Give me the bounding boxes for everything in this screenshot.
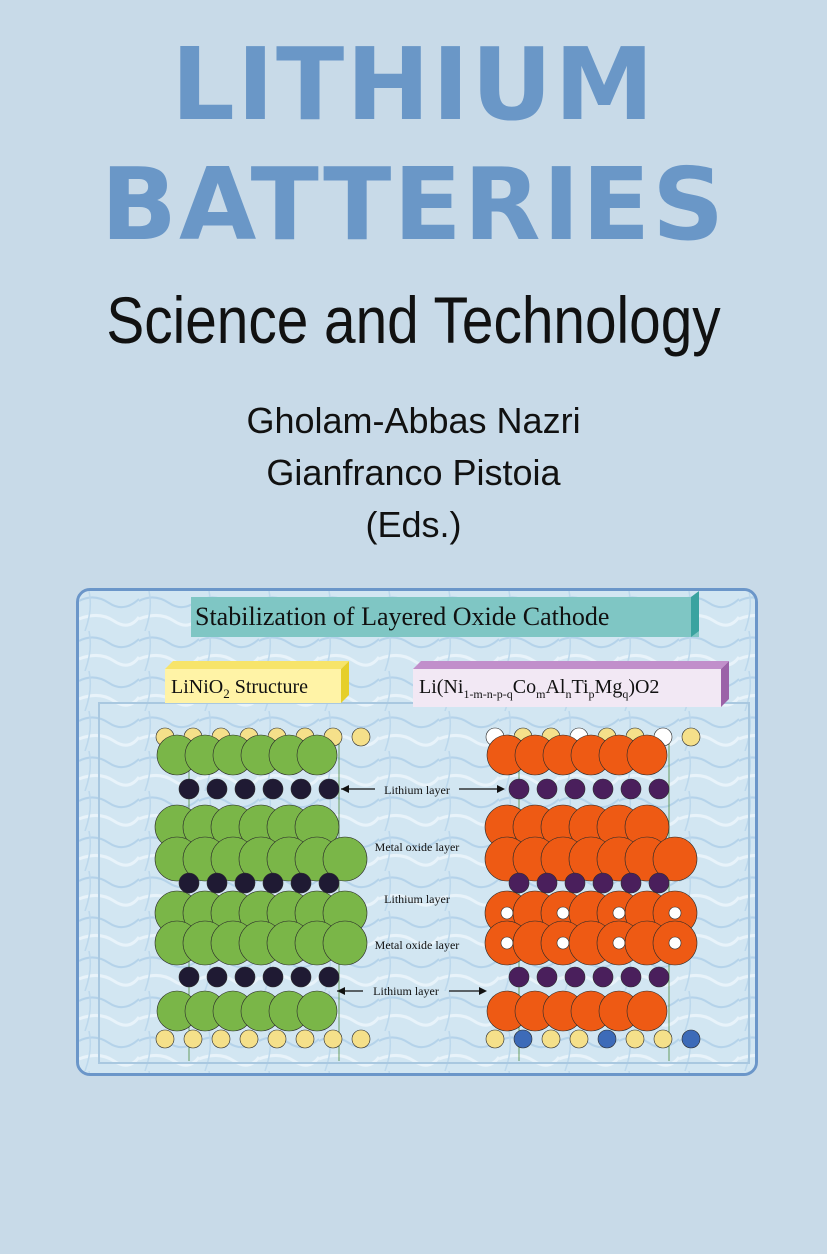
lithium-atom bbox=[648, 778, 670, 800]
layer-label-2: Metal oxide layer bbox=[375, 840, 460, 854]
lithium-atom bbox=[536, 778, 558, 800]
right-label-box: Li(Ni1-m-n-p-qComAlnTipMgq)O2 bbox=[413, 661, 729, 707]
dopant-site bbox=[500, 906, 514, 920]
dopant-site bbox=[668, 906, 682, 920]
oxygen-atom bbox=[351, 1029, 371, 1049]
lithium-atom bbox=[620, 966, 642, 988]
left-structure-label: LiNiO2 Structure bbox=[171, 676, 308, 701]
oxygen-atom bbox=[597, 1029, 617, 1049]
dopant-site bbox=[556, 906, 570, 920]
editor-name-1: Gholam-Abbas Nazri bbox=[246, 400, 581, 441]
title-line-1: LITHIUM bbox=[171, 26, 656, 143]
oxygen-atom bbox=[485, 1029, 505, 1049]
lithium-atom bbox=[592, 966, 614, 988]
lithium-atom bbox=[648, 872, 670, 894]
layer-label-1: Lithium layer bbox=[384, 783, 450, 797]
oxygen-atom bbox=[183, 1029, 203, 1049]
lithium-atom bbox=[564, 778, 586, 800]
left-crystal-structure bbox=[154, 727, 371, 1061]
lithium-atom bbox=[234, 872, 256, 894]
metal-oxide-atom bbox=[626, 734, 668, 776]
lithium-atom bbox=[290, 778, 312, 800]
cover-figure: Stabilization of Layered Oxide Cathode L… bbox=[76, 588, 758, 1076]
lithium-atom bbox=[262, 872, 284, 894]
lithium-atom bbox=[536, 872, 558, 894]
dopant-site bbox=[612, 906, 626, 920]
lithium-atom bbox=[234, 778, 256, 800]
metal-oxide-atom bbox=[626, 990, 668, 1032]
lithium-atom bbox=[508, 966, 530, 988]
metal-oxide-atom bbox=[322, 836, 368, 882]
layer-label-4: Metal oxide layer bbox=[375, 938, 460, 952]
lithium-atom bbox=[592, 872, 614, 894]
figure-canvas: Stabilization of Layered Oxide Cathode L… bbox=[79, 591, 755, 1073]
oxygen-atom bbox=[155, 1029, 175, 1049]
lithium-atom bbox=[318, 872, 340, 894]
figure-heading: Stabilization of Layered Oxide Cathode bbox=[195, 602, 609, 631]
right-crystal-structure bbox=[484, 727, 701, 1061]
lithium-atom bbox=[564, 872, 586, 894]
lithium-atom bbox=[206, 872, 228, 894]
lithium-atom bbox=[178, 966, 200, 988]
layer-labels: Lithium layer Metal oxide layer Lithium … bbox=[337, 783, 505, 998]
lithium-atom bbox=[648, 966, 670, 988]
oxygen-atom bbox=[681, 1029, 701, 1049]
figure-heading-box: Stabilization of Layered Oxide Cathode bbox=[191, 591, 699, 637]
lithium-atom bbox=[508, 778, 530, 800]
lithium-atom bbox=[178, 872, 200, 894]
metal-oxide-atom bbox=[652, 836, 698, 882]
subtitle: Science and Technology bbox=[106, 283, 721, 357]
lithium-atom bbox=[290, 872, 312, 894]
lithium-atom bbox=[262, 966, 284, 988]
lithium-atom bbox=[234, 966, 256, 988]
lithium-atom bbox=[318, 778, 340, 800]
left-label-box: LiNiO2 Structure bbox=[165, 661, 349, 703]
oxygen-atom bbox=[625, 1029, 645, 1049]
dopant-site bbox=[556, 936, 570, 950]
title-line-2: BATTERIES bbox=[100, 146, 727, 263]
lithium-atom bbox=[290, 966, 312, 988]
oxygen-atom bbox=[653, 1029, 673, 1049]
editors-note: (Eds.) bbox=[365, 504, 462, 545]
right-formula-label: Li(Ni1-m-n-p-qComAlnTipMgq)O2 bbox=[419, 676, 659, 701]
lithium-atom bbox=[318, 966, 340, 988]
layer-label-3: Lithium layer bbox=[384, 892, 450, 906]
oxygen-atom bbox=[681, 727, 701, 747]
dopant-site bbox=[500, 936, 514, 950]
layer-label-5: Lithium layer bbox=[373, 984, 439, 998]
oxygen-atom bbox=[569, 1029, 589, 1049]
lithium-atom bbox=[178, 778, 200, 800]
lithium-atom bbox=[206, 966, 228, 988]
oxygen-atom bbox=[267, 1029, 287, 1049]
dopant-site bbox=[612, 936, 626, 950]
metal-oxide-atom bbox=[322, 920, 368, 966]
lithium-atom bbox=[508, 872, 530, 894]
oxygen-atom bbox=[239, 1029, 259, 1049]
metal-oxide-atom bbox=[296, 734, 338, 776]
lithium-atom bbox=[620, 872, 642, 894]
dopant-site bbox=[668, 936, 682, 950]
lithium-atom bbox=[536, 966, 558, 988]
metal-oxide-atom bbox=[296, 990, 338, 1032]
oxygen-atom bbox=[351, 727, 371, 747]
lithium-atom bbox=[564, 966, 586, 988]
lithium-atom bbox=[592, 778, 614, 800]
lithium-atom bbox=[206, 778, 228, 800]
lithium-atom bbox=[262, 778, 284, 800]
oxygen-atom bbox=[513, 1029, 533, 1049]
oxygen-atom bbox=[323, 1029, 343, 1049]
oxygen-atom bbox=[211, 1029, 231, 1049]
oxygen-atom bbox=[541, 1029, 561, 1049]
editor-name-2: Gianfranco Pistoia bbox=[266, 452, 561, 493]
oxygen-atom bbox=[295, 1029, 315, 1049]
lithium-atom bbox=[620, 778, 642, 800]
